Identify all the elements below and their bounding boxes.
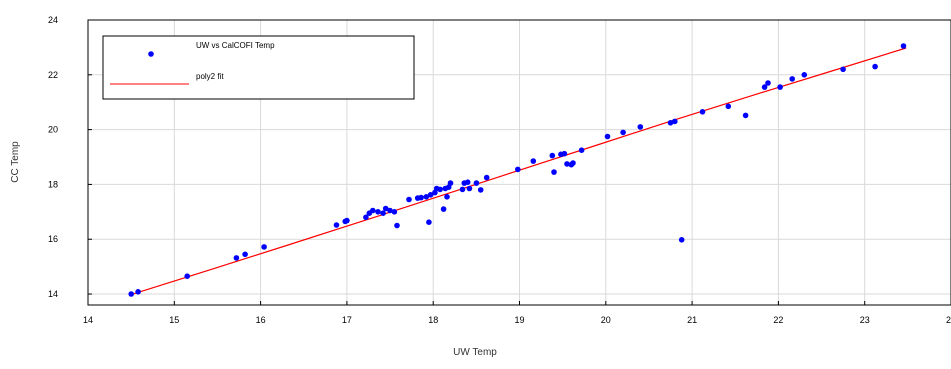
data-point — [406, 196, 412, 203]
y-axis-ticks: 14 16 18 20 22 24 — [48, 15, 92, 299]
y-tick-label: 20 — [48, 125, 58, 135]
data-point — [570, 160, 576, 166]
y-tick-label: 24 — [48, 15, 58, 25]
data-point — [561, 150, 568, 157]
x-tick-label: 23 — [860, 315, 870, 325]
data-point — [483, 174, 490, 181]
data-point — [380, 210, 386, 216]
data-point — [444, 194, 450, 200]
data-points-layer — [128, 43, 907, 297]
x-tick-label: 15 — [169, 315, 179, 325]
data-point — [801, 72, 808, 78]
x-tick-label: 21 — [687, 315, 697, 325]
legend-label-scatter: UW vs CalCOFI Temp — [196, 41, 275, 50]
data-point — [761, 84, 768, 90]
data-point — [678, 237, 685, 243]
y-tick-label: 16 — [48, 234, 58, 244]
data-point — [382, 205, 389, 212]
data-point — [900, 43, 907, 49]
x-tick-label: 19 — [514, 315, 524, 325]
legend-marker-scatter — [148, 51, 154, 57]
data-point — [135, 289, 141, 295]
x-axis-ticks: 14 15 16 17 18 19 20 21 22 23 24 — [83, 301, 951, 325]
data-point — [473, 180, 480, 186]
data-point — [637, 124, 644, 130]
data-point — [391, 209, 398, 215]
x-tick-label: 22 — [773, 315, 783, 325]
data-point — [564, 161, 570, 167]
data-point — [466, 185, 473, 192]
y-axis-label: CC Temp — [10, 141, 21, 183]
x-tick-label: 20 — [601, 315, 611, 325]
data-point — [128, 291, 134, 297]
data-point — [464, 179, 471, 185]
x-tick-label: 24 — [946, 315, 951, 325]
legend: UW vs CalCOFI Temp poly2 fit — [102, 35, 415, 100]
data-point — [423, 194, 430, 200]
data-point — [184, 273, 190, 280]
data-point — [233, 255, 240, 261]
data-point — [620, 129, 626, 136]
data-point — [440, 206, 447, 212]
data-point — [667, 120, 674, 126]
data-point — [789, 76, 795, 82]
data-point — [604, 133, 611, 140]
data-point — [515, 166, 521, 173]
legend-box — [102, 35, 415, 100]
data-point — [333, 222, 340, 228]
data-point — [530, 158, 537, 164]
data-point — [459, 186, 466, 193]
data-point — [375, 209, 381, 215]
data-point — [418, 194, 424, 201]
data-point — [242, 251, 248, 258]
data-point — [363, 214, 369, 221]
data-point — [765, 80, 771, 86]
x-tick-label: 17 — [342, 315, 352, 325]
x-axis-label: UW Temp — [453, 347, 497, 358]
data-point — [427, 192, 434, 198]
x-tick-label: 14 — [83, 315, 93, 325]
legend-label-fit: poly2 fit — [196, 72, 224, 81]
data-point — [447, 180, 454, 186]
data-point — [840, 66, 846, 73]
data-point — [437, 186, 443, 193]
data-point — [370, 207, 376, 214]
data-point — [551, 169, 557, 175]
x-tick-label: 16 — [256, 315, 266, 325]
data-point — [672, 118, 678, 125]
data-point — [699, 109, 706, 115]
data-point — [261, 244, 267, 250]
data-point — [549, 152, 556, 159]
x-tick-label: 18 — [428, 315, 438, 325]
data-point — [477, 187, 484, 193]
y-tick-label: 22 — [48, 70, 58, 80]
data-point — [725, 103, 732, 110]
data-point — [742, 112, 749, 119]
y-tick-label: 18 — [48, 179, 58, 189]
data-point — [777, 84, 783, 90]
data-point — [426, 219, 432, 225]
data-point — [872, 63, 878, 70]
data-point — [344, 217, 350, 224]
data-point — [387, 207, 393, 214]
y-tick-label: 14 — [48, 289, 58, 299]
data-point — [394, 222, 400, 229]
data-point — [578, 147, 585, 153]
